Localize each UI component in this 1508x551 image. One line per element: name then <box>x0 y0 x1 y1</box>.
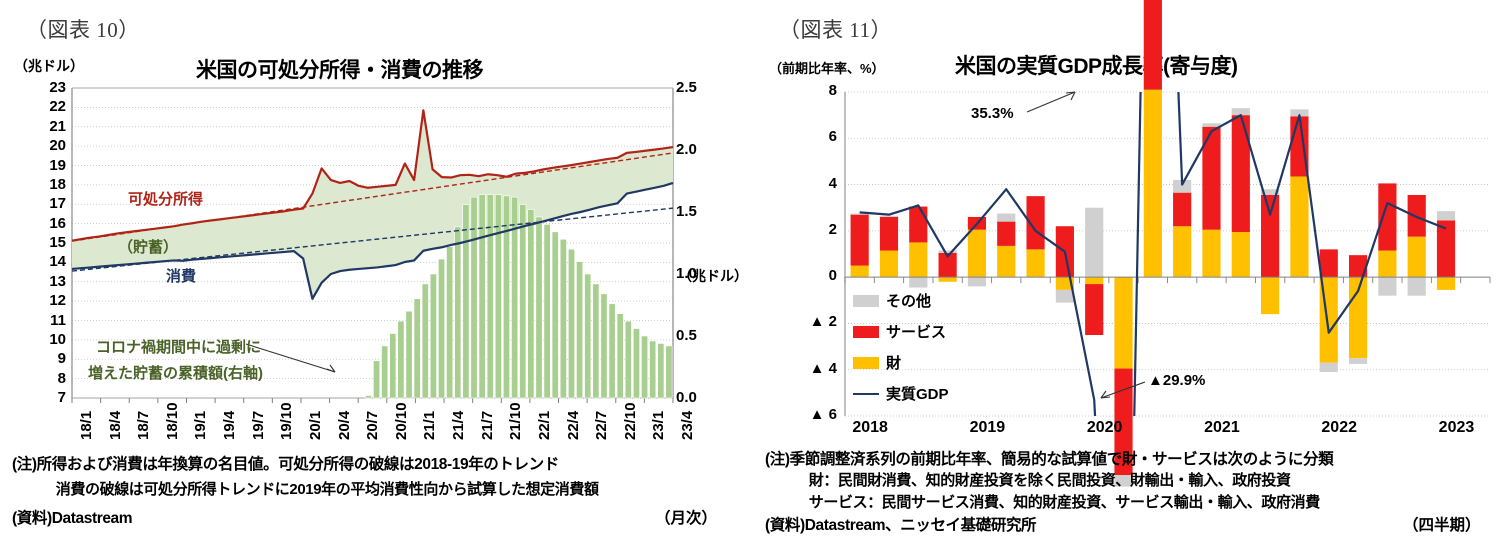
x-tick-label: 2020 <box>1086 419 1123 436</box>
x-tick-label: 19/10 <box>278 402 296 440</box>
x-tick-label: 23/1 <box>650 410 668 440</box>
savings-annotation-line1: コロナ禍期間中に過剰に <box>96 339 262 356</box>
figure-11-source: (資料)Datastream、ニッセイ基礎研究所 <box>765 517 1037 534</box>
x-tick-label: 20/4 <box>335 410 353 440</box>
figure-10-panel: （図表 10） （兆ドル） 米国の可処分所得・消費の推移 7 8 9 10 11 12 13… <box>12 18 748 527</box>
x-tick-label: 23/4 <box>679 410 696 440</box>
right-y-tick-label: 2.0 <box>676 141 697 158</box>
x-tick-label: 21/7 <box>478 410 496 440</box>
y-tick-label: 14 <box>49 253 66 271</box>
figure-11-note-1: (注)季節調整済系列の前期比年率、簡易的な試算値で財・サービスは次のように分類 <box>765 451 1334 468</box>
x-tick-label: 22/7 <box>593 410 611 440</box>
series-label-consumption: 消費 <box>166 268 197 285</box>
y-tick-label: 11 <box>50 311 66 329</box>
y-tick-label: 17 <box>49 195 66 213</box>
x-tick-label: 18/1 <box>78 410 95 440</box>
legend-color-swatch <box>853 356 879 369</box>
y-tick-label: 2 <box>828 220 837 238</box>
x-tick-label: 22/10 <box>621 402 639 440</box>
x-tick-label: 19/4 <box>221 410 239 440</box>
legend-color-swatch <box>853 294 879 307</box>
y-tick-label: 7 <box>57 389 66 406</box>
x-tick-label: 2021 <box>1204 419 1240 436</box>
series-label-income: 可処分所得 <box>128 191 204 208</box>
x-tick-label: 21/1 <box>421 410 439 440</box>
x-tick-label: 2019 <box>969 419 1006 436</box>
figure-11-note-3: サービス：民間サービス消費、知的財産投資、サービス輸出・輸入、政府消費 <box>765 494 1320 511</box>
right-y-tick-label: 0.0 <box>676 389 697 406</box>
right-y-tick-label: 0.5 <box>676 327 697 344</box>
x-tick-label: 20/10 <box>392 402 410 440</box>
legend-line-swatch <box>853 392 879 395</box>
x-tick-label: 2022 <box>1321 419 1357 436</box>
y-tick-label: 0 <box>828 267 837 285</box>
right-y-tick-label: 2.5 <box>676 79 697 96</box>
legend-label: 実質GDP <box>886 386 949 403</box>
right-y-tick-label: 1.0 <box>676 265 697 282</box>
legend-item-2[interactable]: 財 <box>853 352 901 373</box>
y-tick-label: 18 <box>49 175 66 193</box>
y-tick-label: 6 <box>828 128 837 146</box>
figure-10-number: （図表 10） <box>26 18 140 42</box>
figure-10-title: 米国の可処分所得・消費の推移 <box>196 59 484 82</box>
legend-item-0[interactable]: その他 <box>853 290 931 311</box>
y-tick-label: 10 <box>49 330 66 348</box>
trough-annotation: ▲29.9% <box>1148 372 1206 389</box>
legend-label: その他 <box>886 293 932 310</box>
y-tick-label: 8 <box>828 82 837 99</box>
savings-annotation-line2: 増えた貯蓄の累積額(右軸) <box>88 365 263 382</box>
legend-item-1[interactable]: サービス <box>853 321 946 342</box>
y-tick-label: 20 <box>49 137 66 155</box>
x-tick-label: 18/10 <box>163 402 181 440</box>
x-tick-label: 18/4 <box>106 410 124 440</box>
figure-11-note-2: 財：民間財消費、知的財産投資を除く民間投資、財輸出・輸入、政府投資 <box>765 472 1291 489</box>
left-axis-unit-label: （兆ドル） <box>14 58 84 74</box>
y-tick-label: 16 <box>49 214 66 232</box>
x-tick-label: 21/4 <box>450 410 468 440</box>
x-tick-label: 2023 <box>1438 419 1475 436</box>
peak-annotation: 35.3% <box>971 105 1014 122</box>
x-tick-label: 21/10 <box>507 402 525 440</box>
right-y-tick-label: 1.5 <box>676 203 697 220</box>
y-tick-label: 13 <box>49 272 66 290</box>
x-tick-label: 19/7 <box>249 410 267 440</box>
x-tick-label: 22/4 <box>564 410 582 440</box>
legend-color-swatch <box>853 325 879 338</box>
y-tick-label: ▲ 6 <box>809 406 837 423</box>
figure-11-y-unit-label: （前期比年率、%） <box>769 61 885 76</box>
x-tick-label: 20/7 <box>364 410 382 440</box>
series-label-savings: （貯蓄） <box>118 239 179 256</box>
y-tick-label: 19 <box>49 156 66 174</box>
figure-10-note-1: (注)所得および消費は年換算の名目値。可処分所得の破線は2018-19年のトレン… <box>12 456 559 473</box>
y-tick-label: ▲ 2 <box>809 313 837 331</box>
figure-10-frequency: （月次） <box>655 510 718 527</box>
y-tick-label: 9 <box>57 350 66 368</box>
y-tick-label: 12 <box>49 292 66 310</box>
x-tick-label: 2018 <box>852 419 888 436</box>
figure-11-plot <box>844 0 1491 487</box>
y-tick-label: 23 <box>49 79 66 96</box>
y-tick-label: 8 <box>57 369 66 387</box>
figure-10-plot <box>71 87 674 403</box>
legend-item-3[interactable]: 実質GDP <box>853 383 949 404</box>
y-tick-label: 15 <box>49 234 66 251</box>
figure-11-number: （図表 11） <box>779 18 892 42</box>
figure-10-note-2: 消費の破線は可処分所得トレンドに2019年の平均消費性向から試算した想定消費額 <box>12 481 599 498</box>
y-tick-label: ▲ 4 <box>809 359 837 377</box>
right-axis-unit-label: （兆ドル） <box>678 268 748 284</box>
legend-label: サービス <box>886 324 947 341</box>
y-tick-label: 22 <box>49 98 66 116</box>
legend-label: 財 <box>886 355 902 372</box>
x-tick-label: 19/1 <box>192 410 210 440</box>
x-tick-label: 20/1 <box>306 410 324 440</box>
figure-11-frequency: （四半期） <box>1403 517 1481 534</box>
x-tick-label: 22/1 <box>535 410 553 440</box>
figure-11-title: 米国の実質GDP成長率(寄与度) <box>955 55 1238 78</box>
figure-10-source: (資料)Datastream <box>12 510 133 527</box>
y-tick-label: 4 <box>828 174 837 192</box>
x-tick-label: 18/7 <box>135 410 153 440</box>
y-tick-label: 21 <box>49 117 66 135</box>
